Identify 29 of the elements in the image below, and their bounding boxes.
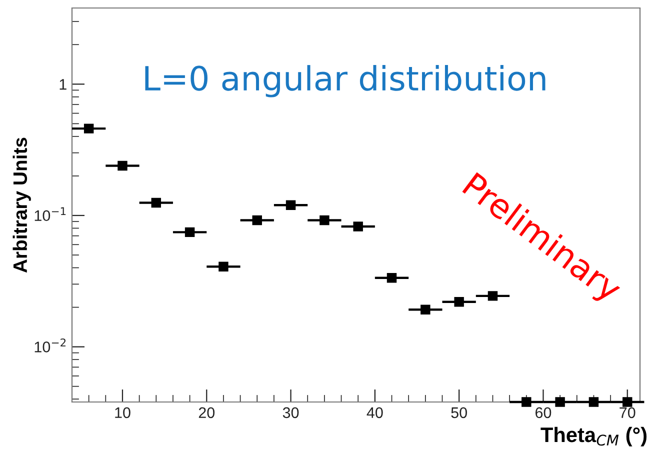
x-axis-title: Theta$_{CM}$ (°) xyxy=(540,426,647,446)
point xyxy=(320,215,330,226)
point xyxy=(420,304,430,314)
x-tick-label: 50 xyxy=(451,407,467,418)
point xyxy=(84,124,94,134)
point xyxy=(353,222,363,232)
y-tick-label: 10$^{−1}$ xyxy=(34,207,66,222)
x-tick-label: 40 xyxy=(366,407,383,418)
point xyxy=(522,397,532,407)
x-tick-label: 60 xyxy=(536,407,552,418)
x-tick-label: 30 xyxy=(282,407,299,418)
point xyxy=(218,262,228,272)
point xyxy=(252,215,262,226)
point xyxy=(151,198,162,208)
point xyxy=(184,227,195,238)
point xyxy=(118,160,128,171)
point xyxy=(588,397,599,407)
y-tick-label: 1 xyxy=(60,79,66,90)
point xyxy=(286,200,296,210)
annotation: L=0 angular distribution xyxy=(145,65,546,98)
point xyxy=(555,397,565,407)
x-tick-label: 20 xyxy=(198,407,215,418)
point xyxy=(454,296,464,307)
point xyxy=(386,272,397,283)
y-axis-title: Arbitrary Units xyxy=(12,138,31,273)
y-tick-label: 10$^{−2}$ xyxy=(34,338,66,352)
x-tick-label: 70 xyxy=(620,407,636,418)
point xyxy=(622,397,632,407)
x-tick-label: 10 xyxy=(115,407,130,418)
